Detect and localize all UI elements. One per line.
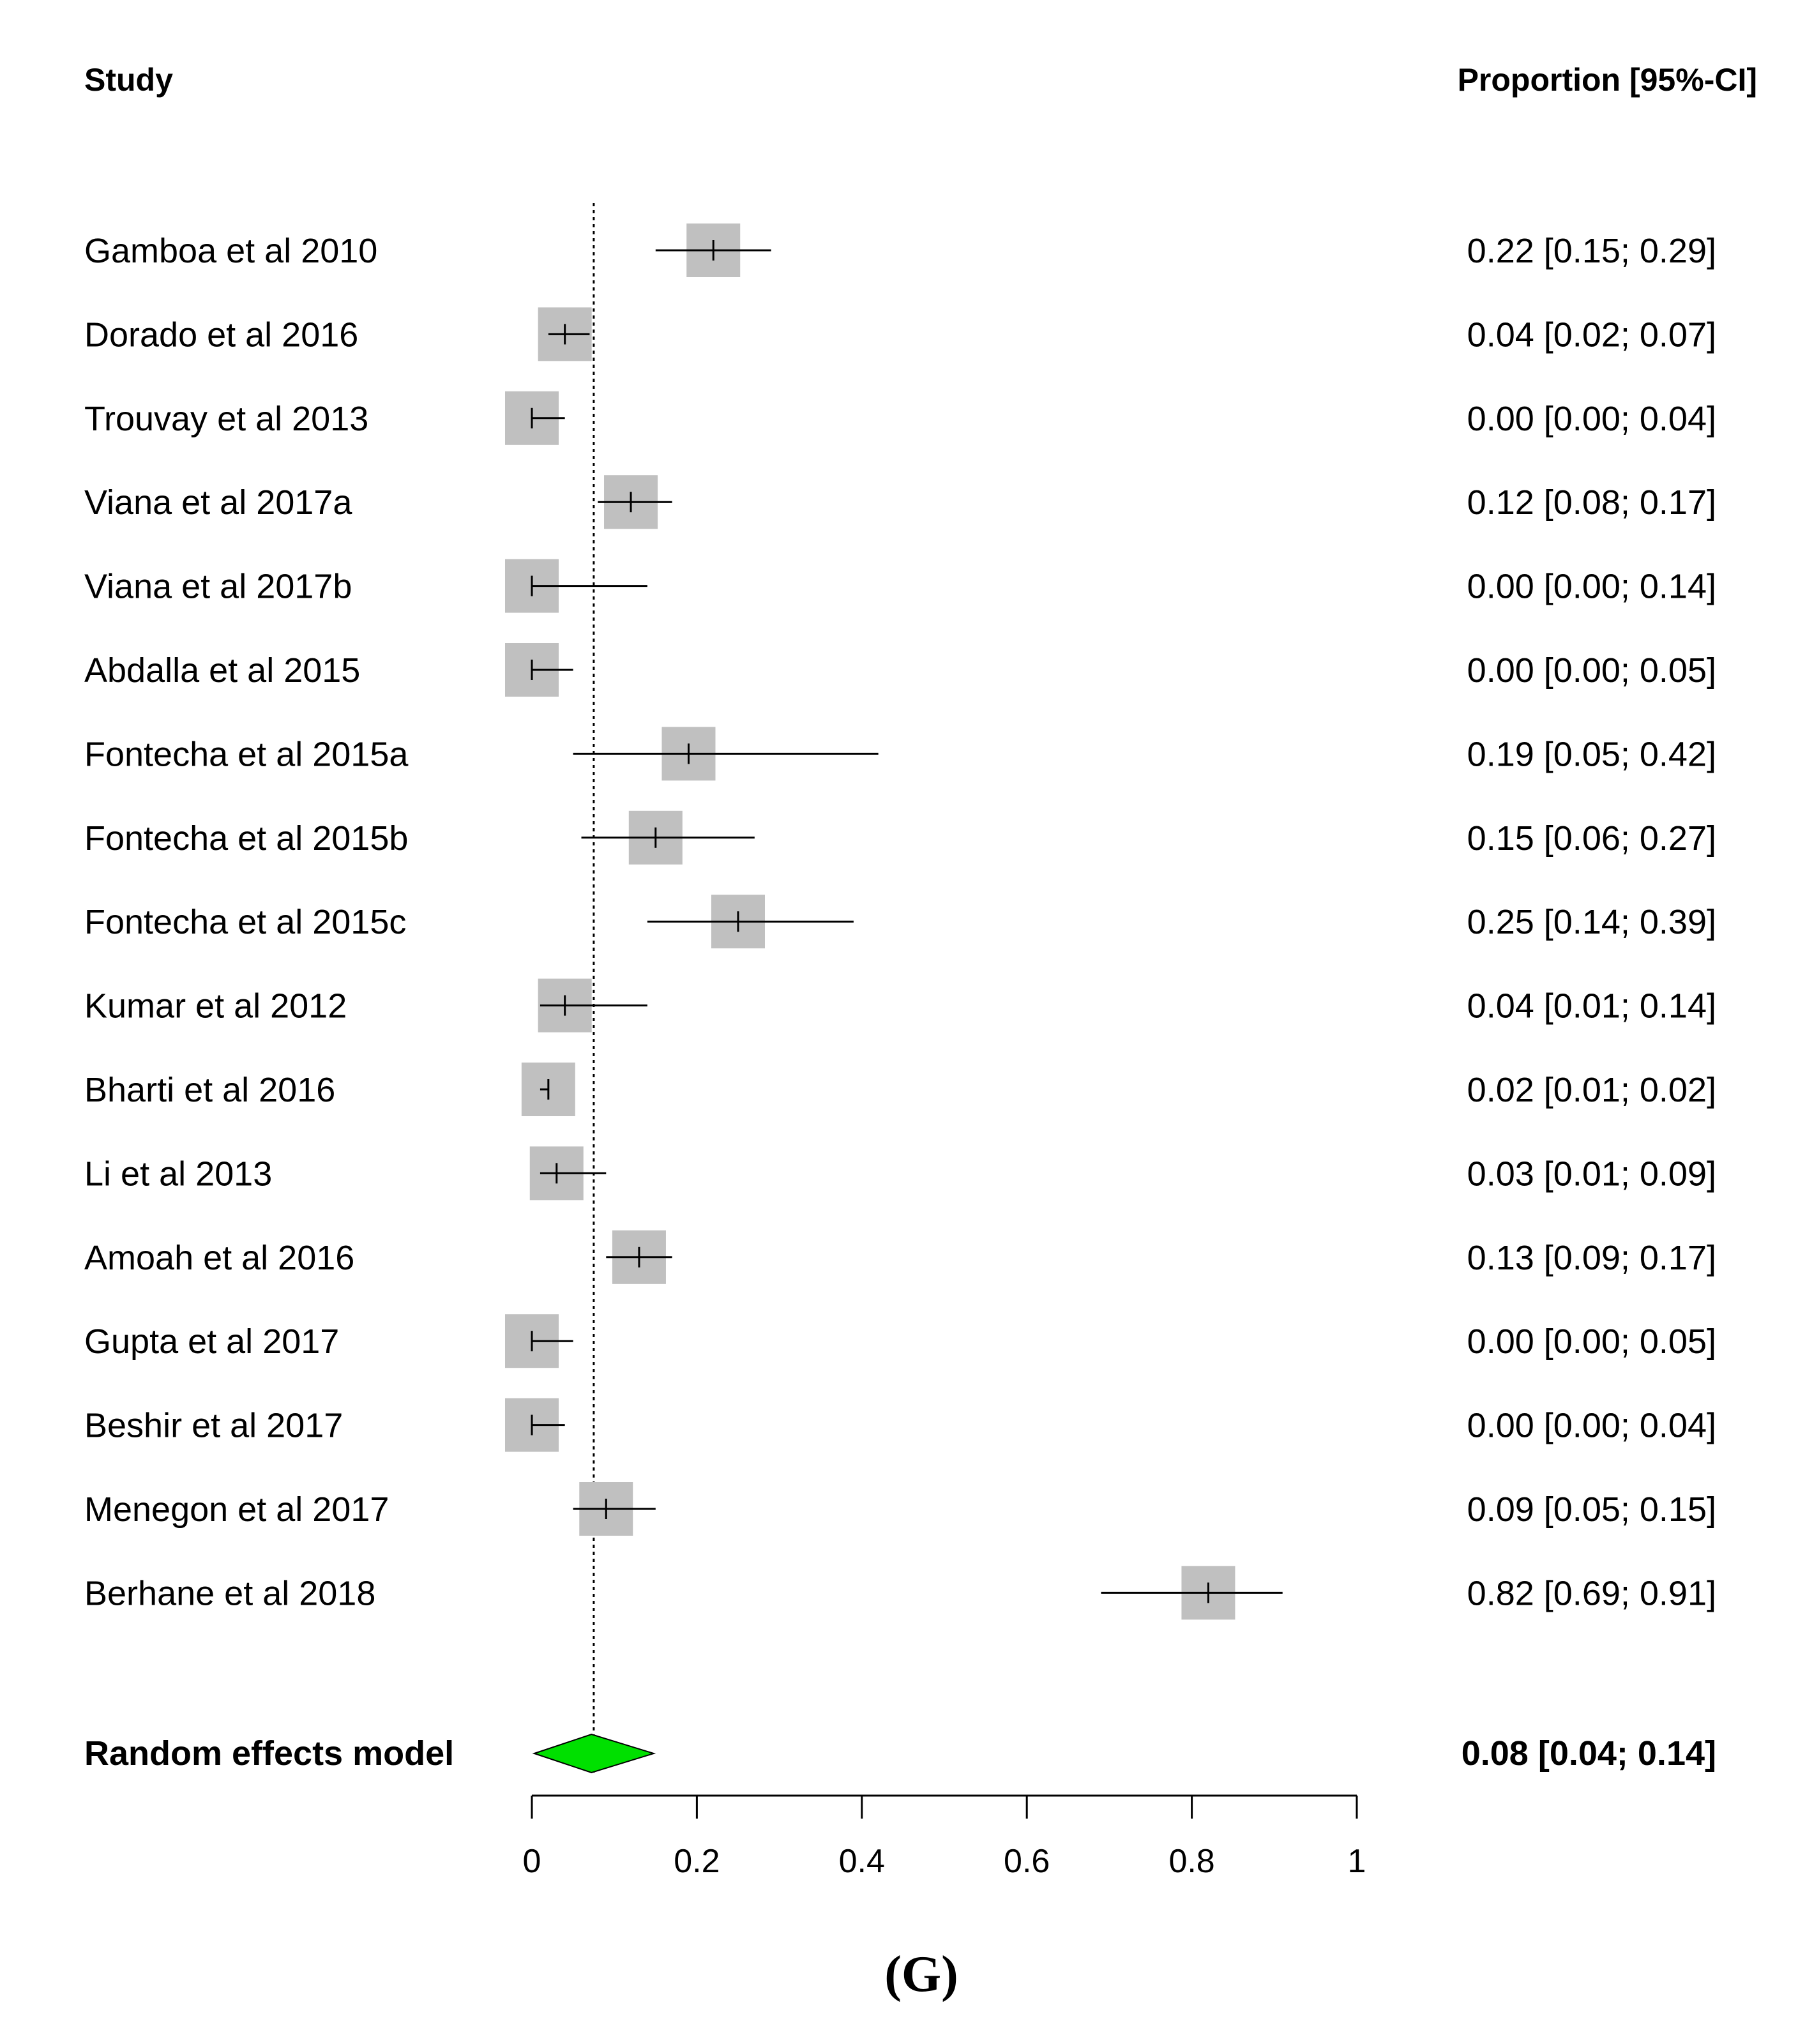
study-ci-text: 0.02 [0.01; 0.02] <box>1467 1071 1716 1109</box>
study-row: Viana et al 2017a 0.12 [0.08; 0.17] <box>84 475 1716 529</box>
study-ci-text: 0.22 [0.15; 0.29] <box>1467 232 1716 270</box>
study-label: Abdalla et al 2015 <box>84 651 360 690</box>
study-ci-text: 0.12 [0.08; 0.17] <box>1467 483 1716 522</box>
study-row: Trouvay et al 2013 0.00 [0.00; 0.04] <box>84 391 1716 445</box>
pooled-diamond <box>532 1733 656 1774</box>
study-label: Bharti et al 2016 <box>84 1071 335 1109</box>
study-ci-text: 0.09 [0.05; 0.15] <box>1467 1490 1716 1529</box>
study-label: Menegon et al 2017 <box>84 1490 389 1529</box>
study-label: Kumar et al 2012 <box>84 987 347 1026</box>
study-label: Viana et al 2017b <box>84 568 352 606</box>
study-row: Menegon et al 2017 0.09 [0.05; 0.15] <box>84 1482 1716 1536</box>
study-row: Abdalla et al 2015 0.00 [0.00; 0.05] <box>84 643 1716 697</box>
study-row: Bharti et al 2016 0.02 [0.01; 0.02] <box>84 1063 1716 1116</box>
study-ci-text: 0.19 [0.05; 0.42] <box>1467 735 1716 773</box>
study-ci-text: 0.00 [0.00; 0.05] <box>1467 651 1716 690</box>
x-axis-tick-label: 0.2 <box>674 1843 720 1880</box>
study-ci-text: 0.00 [0.00; 0.05] <box>1467 1322 1716 1361</box>
study-label: Gupta et al 2017 <box>84 1322 339 1361</box>
study-ci-text: 0.15 [0.06; 0.27] <box>1467 819 1716 858</box>
study-label: Li et al 2013 <box>84 1154 272 1193</box>
study-row: Viana et al 2017b 0.00 [0.00; 0.14] <box>84 559 1716 613</box>
study-ci-text: 0.25 [0.14; 0.39] <box>1467 903 1716 941</box>
pooled-label: Random effects model <box>84 1734 454 1773</box>
study-row: Fontecha et al 2015a 0.19 [0.05; 0.42] <box>84 727 1716 781</box>
proportion-column-header: Proportion [95%-CI] <box>1458 62 1757 98</box>
study-row: Fontecha et al 2015c 0.25 [0.14; 0.39] <box>84 895 1716 949</box>
study-ci-text: 0.04 [0.01; 0.14] <box>1467 987 1716 1026</box>
study-row: Amoah et al 2016 0.13 [0.09; 0.17] <box>84 1230 1716 1284</box>
figure-caption: (G) <box>884 1946 958 2002</box>
study-ci-text: 0.13 [0.09; 0.17] <box>1467 1239 1716 1277</box>
x-axis-tick-label: 0.4 <box>839 1843 885 1880</box>
study-ci-text: 0.04 [0.02; 0.07] <box>1467 315 1716 354</box>
study-label: Dorado et al 2016 <box>84 315 358 354</box>
pooled-ci-text: 0.08 [0.04; 0.14] <box>1462 1734 1716 1773</box>
study-label: Trouvay et al 2013 <box>84 400 368 438</box>
study-label: Viana et al 2017a <box>84 483 352 522</box>
study-row: Beshir et al 2017 0.00 [0.00; 0.04] <box>84 1398 1716 1452</box>
study-row: Dorado et al 2016 0.04 [0.02; 0.07] <box>84 307 1716 361</box>
study-ci-text: 0.00 [0.00; 0.04] <box>1467 1407 1716 1445</box>
study-label: Fontecha et al 2015c <box>84 903 406 941</box>
study-ci-text: 0.82 [0.69; 0.91] <box>1467 1574 1716 1612</box>
study-ci-text: 0.00 [0.00; 0.04] <box>1467 400 1716 438</box>
study-column-header: Study <box>84 62 173 98</box>
study-row: Kumar et al 2012 0.04 [0.01; 0.14] <box>84 978 1716 1033</box>
study-label: Berhane et al 2018 <box>84 1574 375 1612</box>
study-ci-text: 0.00 [0.00; 0.14] <box>1467 568 1716 606</box>
study-label: Amoah et al 2016 <box>84 1239 354 1277</box>
study-label: Gamboa et al 2010 <box>84 232 377 270</box>
study-label: Fontecha et al 2015a <box>84 735 409 773</box>
x-axis-tick-label: 0 <box>523 1843 541 1880</box>
study-label: Fontecha et al 2015b <box>84 819 408 858</box>
study-row: Gupta et al 2017 0.00 [0.00; 0.05] <box>84 1314 1716 1368</box>
x-axis-tick-label: 0.6 <box>1004 1843 1050 1880</box>
x-axis-tick-label: 1 <box>1348 1843 1366 1880</box>
study-row: Li et al 2013 0.03 [0.01; 0.09] <box>84 1146 1716 1200</box>
study-row: Berhane et al 2018 0.82 [0.69; 0.91] <box>84 1566 1716 1620</box>
study-ci-text: 0.03 [0.01; 0.09] <box>1467 1154 1716 1193</box>
study-row: Fontecha et al 2015b 0.15 [0.06; 0.27] <box>84 810 1716 865</box>
study-label: Beshir et al 2017 <box>84 1407 343 1445</box>
study-row: Gamboa et al 2010 0.22 [0.15; 0.29] <box>84 223 1716 277</box>
x-axis-tick-label: 0.8 <box>1168 1843 1214 1880</box>
